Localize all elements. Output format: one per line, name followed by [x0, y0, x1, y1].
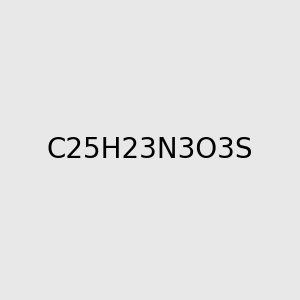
Text: C25H23N3O3S: C25H23N3O3S [47, 136, 253, 164]
